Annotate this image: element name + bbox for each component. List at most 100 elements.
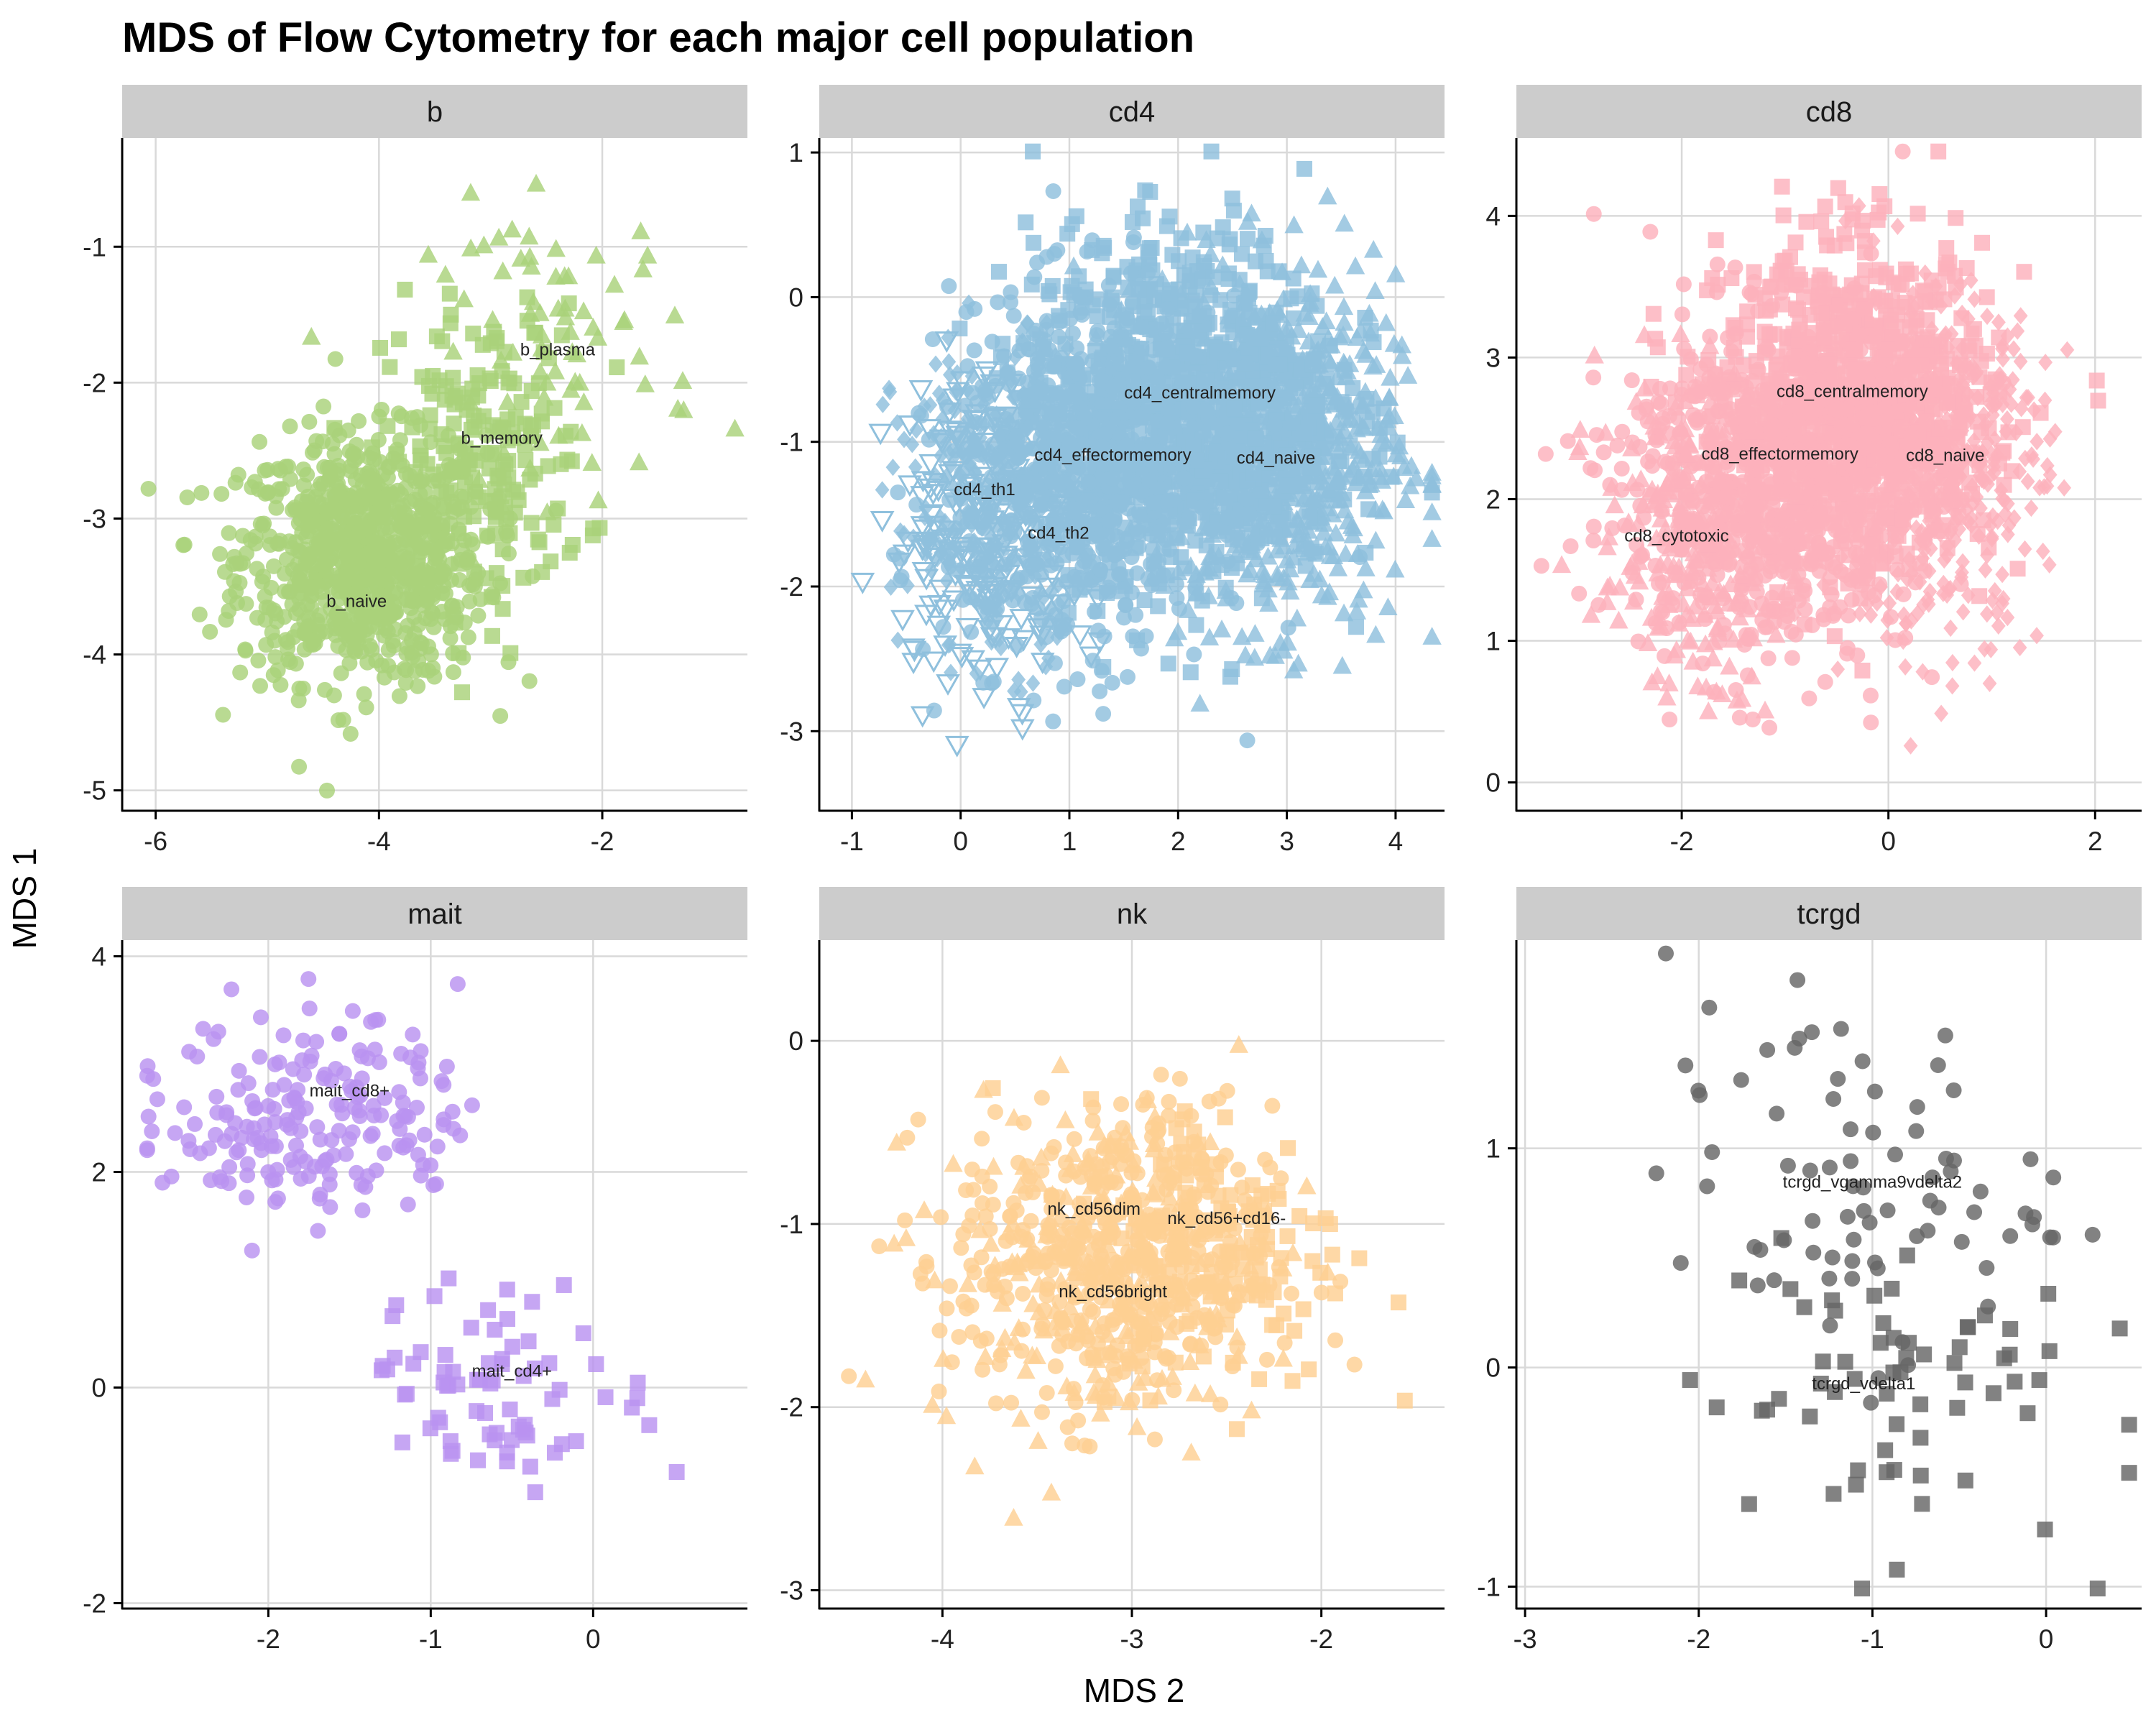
data-point xyxy=(1199,627,1220,646)
data-point xyxy=(1312,585,1332,604)
data-point xyxy=(436,392,453,408)
data-point xyxy=(1303,540,1319,556)
y-tick-label: -2 xyxy=(780,572,803,602)
data-point xyxy=(1996,350,2010,368)
data-point xyxy=(1056,678,1072,695)
data-point xyxy=(546,267,566,285)
data-point xyxy=(300,523,316,540)
data-point xyxy=(238,596,254,612)
data-point xyxy=(1389,434,1406,451)
data-point xyxy=(1186,308,1202,324)
facet-cd8: cd8cd8_naivecd8_centralmemorycd8_effecto… xyxy=(1485,85,2142,856)
data-point xyxy=(326,687,342,704)
data-point xyxy=(1125,229,1142,246)
data-point xyxy=(1072,288,1088,305)
data-point xyxy=(1319,537,1340,556)
data-point xyxy=(1708,232,1724,249)
data-point xyxy=(520,459,540,477)
data-point xyxy=(1372,431,1391,449)
data-point xyxy=(586,245,606,264)
data-point xyxy=(1123,584,1140,601)
data-point xyxy=(276,609,292,625)
data-point xyxy=(412,516,428,533)
facet-strip-label: cd4 xyxy=(1109,96,1156,128)
data-point xyxy=(1174,300,1190,317)
data-point xyxy=(1129,198,1146,215)
data-point xyxy=(1363,322,1379,339)
x-tick-label: 1 xyxy=(1062,827,1077,856)
data-point xyxy=(351,523,368,540)
data-point xyxy=(635,374,655,392)
data-point xyxy=(379,418,396,434)
data-point xyxy=(2090,392,2106,409)
data-point xyxy=(1280,620,1296,636)
data-point xyxy=(1226,451,1243,467)
x-tick-label: -4 xyxy=(367,827,391,856)
data-point xyxy=(1084,232,1100,249)
facet-strip-b xyxy=(122,85,747,138)
data-point xyxy=(1996,477,2012,493)
data-point xyxy=(1345,256,1365,275)
data-point xyxy=(1284,660,1304,678)
data-point xyxy=(1072,569,1088,586)
data-point xyxy=(522,417,539,433)
data-point xyxy=(215,707,231,723)
data-point xyxy=(1102,338,1119,354)
data-point xyxy=(1950,508,1967,525)
data-point xyxy=(397,515,413,532)
data-point xyxy=(524,292,543,310)
data-point xyxy=(1226,400,1243,417)
cluster-label: cd4_naive xyxy=(1237,448,1315,468)
data-point xyxy=(1982,674,1997,692)
data-point xyxy=(1187,452,1204,469)
data-point xyxy=(1173,230,1189,247)
data-point xyxy=(436,264,456,283)
data-point xyxy=(1158,359,1174,375)
data-point xyxy=(1336,491,1353,507)
x-tick-label: -6 xyxy=(144,827,167,856)
data-point xyxy=(449,385,466,402)
data-point xyxy=(1062,310,1079,327)
data-point xyxy=(1945,653,1960,672)
data-point xyxy=(1235,645,1256,663)
data-point xyxy=(1140,244,1156,260)
data-point xyxy=(1051,328,1067,345)
data-point xyxy=(1356,558,1376,576)
data-point xyxy=(614,310,635,328)
data-point xyxy=(221,525,237,541)
data-point xyxy=(1296,160,1312,177)
data-point xyxy=(398,662,415,678)
data-point xyxy=(330,458,346,474)
data-point xyxy=(237,641,254,658)
data-point xyxy=(1991,329,2007,346)
x-tick-label: 2 xyxy=(1171,827,1186,856)
data-point xyxy=(1081,474,1097,491)
data-point xyxy=(1124,295,1141,311)
data-point xyxy=(343,587,359,604)
data-point xyxy=(1332,656,1352,674)
data-point xyxy=(1114,494,1130,510)
data-point xyxy=(1140,571,1156,587)
data-point xyxy=(563,423,579,440)
data-point xyxy=(1033,381,1049,397)
cluster-label: cd4_centralmemory xyxy=(1124,383,1276,402)
data-point xyxy=(218,612,234,628)
data-point xyxy=(489,423,506,440)
data-point xyxy=(257,588,273,604)
data-point xyxy=(1890,217,1905,235)
data-point xyxy=(1277,550,1297,569)
data-point xyxy=(358,571,374,588)
data-point xyxy=(438,444,455,461)
data-point xyxy=(1302,509,1318,525)
data-point xyxy=(463,421,479,438)
data-point xyxy=(502,645,519,661)
data-point xyxy=(425,619,442,635)
data-point xyxy=(1216,384,1233,400)
data-point xyxy=(1142,183,1158,200)
data-point xyxy=(175,537,192,553)
data-point xyxy=(443,341,463,360)
data-point xyxy=(1241,506,1258,523)
data-point xyxy=(929,355,943,373)
data-point xyxy=(400,592,416,608)
data-point xyxy=(990,264,1007,280)
